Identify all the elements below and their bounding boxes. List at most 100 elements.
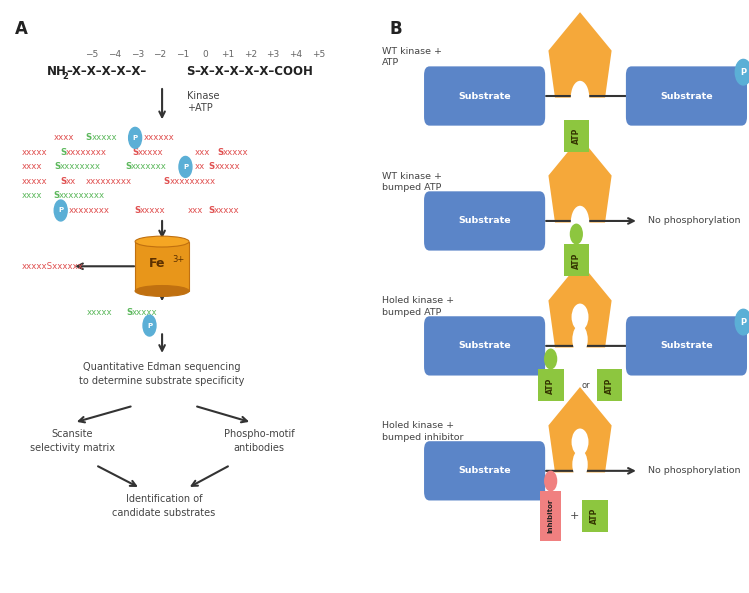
Text: xxxxx: xxxxx [22,177,47,186]
Text: xxx: xxx [187,206,203,215]
Text: S: S [134,206,140,215]
Text: Substrate: Substrate [458,91,511,100]
Text: xxxxx: xxxxx [87,308,112,317]
Text: Substrate: Substrate [458,466,511,476]
Text: −2: −2 [154,50,166,59]
Text: A: A [15,20,28,39]
FancyBboxPatch shape [563,120,589,151]
Text: −4: −4 [108,50,121,59]
Text: –X–X–X–X–X–: –X–X–X–X–X– [66,65,146,78]
Text: S: S [187,65,195,78]
Circle shape [54,200,67,221]
Text: +3: +3 [267,50,280,59]
Text: xxxxx: xxxxx [214,162,240,171]
Text: xxxxxx: xxxxxx [143,133,174,142]
Text: +: + [570,511,579,521]
Text: Substrate: Substrate [660,342,713,350]
Ellipse shape [135,286,189,296]
Text: xxxxx: xxxxx [213,206,239,215]
Text: Substrate: Substrate [458,342,511,350]
Text: Scansite
selectivity matrix: Scansite selectivity matrix [30,429,115,453]
Ellipse shape [572,325,588,354]
Text: xxxxx: xxxxx [132,308,157,317]
Text: xxxxxxxxx: xxxxxxxxx [85,177,132,186]
Ellipse shape [571,206,589,240]
Circle shape [143,315,156,336]
Text: Fe: Fe [148,257,165,270]
Text: Phospho-motif
antibodies: Phospho-motif antibodies [224,429,294,453]
Text: −3: −3 [130,50,144,59]
Polygon shape [548,262,612,347]
FancyBboxPatch shape [540,492,561,541]
Text: P: P [183,164,188,170]
FancyBboxPatch shape [596,369,622,401]
Text: or: or [581,381,590,390]
Text: xxxx: xxxx [54,133,75,142]
Polygon shape [548,12,612,98]
FancyBboxPatch shape [626,316,747,375]
Text: P: P [133,135,138,141]
Text: Holed kinase +
bumped inhibitor: Holed kinase + bumped inhibitor [382,422,464,442]
Text: S: S [209,162,215,171]
Text: Kinase
+ATP: Kinase +ATP [187,91,219,113]
Text: S: S [54,162,61,171]
Text: +5: +5 [312,50,325,59]
Text: xxxxxxxx: xxxxxxxx [66,148,107,157]
Text: Inhibitor: Inhibitor [548,499,554,533]
Text: 0: 0 [202,50,208,59]
Circle shape [544,349,557,369]
Text: ATP: ATP [590,508,599,524]
Text: Holed kinase +
bumped ATP: Holed kinase + bumped ATP [382,296,454,317]
Text: S: S [163,177,170,186]
Text: Substrate: Substrate [458,216,511,225]
Text: S: S [61,148,67,157]
Text: −1: −1 [176,50,189,59]
Text: xxxxx: xxxxx [223,148,249,157]
Text: S: S [61,177,67,186]
Text: S: S [126,308,133,317]
Text: xxxx: xxxx [22,192,43,200]
Text: –X–X–X–X–X–COOH: –X–X–X–X–X–COOH [195,65,313,78]
Text: xxxxxxxxx: xxxxxxxxx [59,192,105,200]
Text: No phosphorylation: No phosphorylation [648,216,741,225]
Circle shape [571,304,589,330]
Text: No phosphorylation: No phosphorylation [648,466,741,476]
Circle shape [570,224,583,244]
FancyBboxPatch shape [626,66,747,126]
Text: S: S [208,206,214,215]
Text: P: P [740,318,747,327]
Text: WT kinase +
bumped ATP: WT kinase + bumped ATP [382,171,442,192]
Text: xxxxx: xxxxx [22,148,47,157]
FancyBboxPatch shape [563,244,589,276]
Polygon shape [548,387,612,473]
Circle shape [571,429,589,455]
Text: xxxx: xxxx [22,162,43,171]
Text: xxxxxxxx: xxxxxxxx [60,162,100,171]
Text: xxxxx: xxxxx [139,206,165,215]
Text: ATP: ATP [571,252,581,269]
Text: xxxxxxxxx: xxxxxxxxx [169,177,216,186]
Text: NH: NH [47,65,67,78]
Text: xxxxx: xxxxx [138,148,163,157]
Text: xxxxx: xxxxx [91,133,118,142]
Text: S: S [53,192,60,200]
Text: −5: −5 [85,50,99,59]
FancyBboxPatch shape [582,500,607,532]
Circle shape [736,310,749,335]
Circle shape [736,59,749,85]
Text: P: P [740,68,747,76]
Text: xxxxxxxx: xxxxxxxx [69,206,109,215]
Text: +1: +1 [221,50,234,59]
Circle shape [544,471,557,492]
Text: P: P [58,208,63,213]
Text: +4: +4 [289,50,303,59]
FancyBboxPatch shape [424,66,545,126]
Circle shape [179,157,192,177]
FancyBboxPatch shape [424,192,545,251]
Text: xxxxxxx: xxxxxxx [131,162,167,171]
Polygon shape [548,137,612,222]
Text: WT kinase +
ATP: WT kinase + ATP [382,47,442,68]
Ellipse shape [572,450,588,479]
Polygon shape [135,241,189,291]
Text: B: B [389,20,401,39]
